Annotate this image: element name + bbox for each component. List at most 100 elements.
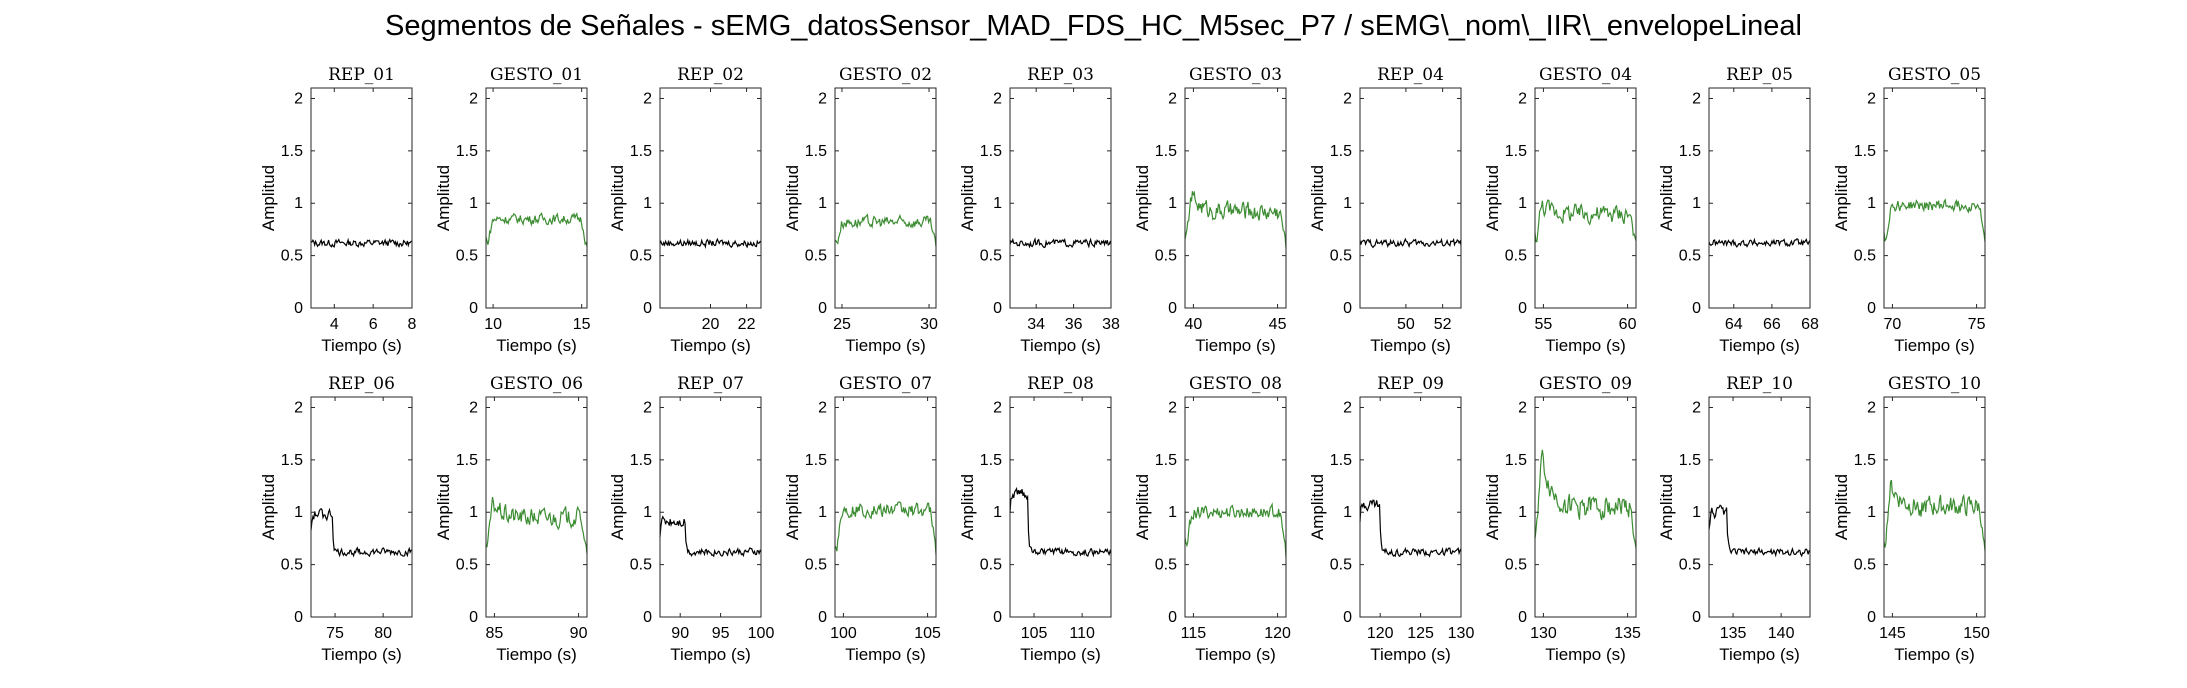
x-tick-label: 130	[1448, 625, 1475, 642]
x-tick-label: 115	[1181, 625, 1207, 642]
y-tick-label: 2	[1692, 90, 1701, 107]
y-tick-label: 0	[643, 300, 652, 317]
subplot-rep-07: REP_07 0 0.5 1 1.5 2 90 95 100 Tiempo (s) Amplitud	[608, 374, 774, 664]
subplot-title: REP_07	[677, 374, 744, 394]
y-tick-label: 1	[1692, 195, 1701, 212]
y-tick-label: 1.5	[980, 143, 1002, 160]
y-axis-label: Amplitud	[1832, 474, 1851, 540]
subplot-title: GESTO_04	[1539, 65, 1632, 85]
y-tick-label: 0.5	[281, 557, 303, 574]
y-tick-label: 1.5	[1155, 452, 1177, 469]
x-axis-label: Tiempo (s)	[1719, 645, 1800, 664]
y-tick-label: 1.5	[1330, 143, 1352, 160]
subplot-title: GESTO_07	[839, 374, 932, 394]
x-tick-label: 145	[1879, 625, 1906, 642]
y-tick-label: 1	[1343, 504, 1352, 521]
axes-box	[1009, 87, 1112, 309]
axes-box	[1184, 87, 1287, 309]
x-tick-label: 85	[486, 625, 504, 642]
y-tick-label: 0.5	[805, 248, 827, 265]
figure-title: Segmentos de Señales - sEMG_datosSensor_…	[385, 10, 1802, 42]
axes-box	[659, 396, 762, 618]
y-tick-label: 0.5	[1155, 248, 1177, 265]
y-tick-label: 0	[1692, 300, 1701, 317]
axes-box	[310, 87, 413, 309]
x-axis-label: Tiempo (s)	[1545, 336, 1626, 355]
y-tick-label: 2	[1343, 90, 1352, 107]
y-tick-label: 1	[1343, 195, 1352, 212]
y-tick-label: 0	[469, 609, 478, 626]
y-tick-label: 2	[294, 399, 303, 416]
y-tick-label: 1	[469, 195, 478, 212]
y-tick-label: 2	[643, 399, 652, 416]
y-axis-label: Amplitud	[434, 165, 453, 231]
axes-box	[1359, 87, 1462, 309]
axes-box	[1184, 396, 1287, 618]
subplot-rep-06: REP_06 0 0.5 1 1.5 2 75 80 Tiempo (s) Amplitud	[259, 374, 413, 664]
y-tick-label: 1	[1867, 195, 1876, 212]
x-tick-label: 34	[1027, 316, 1045, 333]
subplot-gesto-07: GESTO_07 0 0.5 1 1.5 2 100 105 Tiempo (s) Amplitu…	[783, 374, 941, 664]
y-axis-label: Amplitud	[1657, 474, 1676, 540]
x-axis-label: Tiempo (s)	[321, 336, 402, 355]
y-axis-label: Amplitud	[1657, 165, 1676, 231]
axes-box	[659, 87, 762, 309]
y-tick-label: 0	[1518, 609, 1527, 626]
axes-box	[1359, 396, 1462, 618]
y-tick-label: 1.5	[630, 452, 652, 469]
subplot-gesto-01: GESTO_01 0 0.5 1 1.5 2 10 15 Tiempo (s) Amplitud	[434, 65, 591, 355]
subplot-title: REP_05	[1726, 65, 1793, 85]
signal-line	[1883, 198, 1986, 243]
subplot-title: REP_06	[328, 374, 395, 394]
subplot-title: GESTO_10	[1888, 374, 1981, 394]
y-tick-label: 0.5	[1155, 557, 1177, 574]
x-tick-label: 20	[702, 316, 720, 333]
x-axis-label: Tiempo (s)	[1020, 645, 1101, 664]
subplot-gesto-03: GESTO_03 0 0.5 1 1.5 2 40 45 Tiempo (s) Amplitud	[1133, 65, 1287, 355]
axes-box	[1534, 396, 1637, 618]
x-tick-label: 105	[914, 625, 941, 642]
y-tick-label: 1.5	[1505, 452, 1527, 469]
y-tick-label: 1.5	[456, 143, 478, 160]
subplot-title: GESTO_03	[1189, 65, 1282, 85]
subplot-title: GESTO_01	[490, 65, 583, 85]
x-tick-label: 52	[1434, 316, 1452, 333]
x-axis-label: Tiempo (s)	[1545, 645, 1626, 664]
x-tick-label: 36	[1065, 316, 1083, 333]
y-tick-label: 2	[1692, 399, 1701, 416]
subplot-title: GESTO_06	[490, 374, 583, 394]
x-tick-label: 60	[1619, 316, 1637, 333]
y-tick-label: 2	[1518, 399, 1527, 416]
x-tick-label: 135	[1614, 625, 1641, 642]
x-axis-label: Tiempo (s)	[1719, 336, 1800, 355]
y-tick-label: 0.5	[1854, 248, 1876, 265]
y-axis-label: Amplitud	[958, 474, 977, 540]
y-tick-label: 1.5	[456, 452, 478, 469]
y-tick-label: 0	[818, 300, 827, 317]
y-tick-label: 2	[643, 90, 652, 107]
y-axis-label: Amplitud	[783, 165, 802, 231]
x-tick-label: 75	[1968, 316, 1986, 333]
x-tick-label: 15	[573, 316, 591, 333]
y-tick-label: 0.5	[1679, 248, 1701, 265]
axes-box	[485, 87, 588, 309]
subplot-title: GESTO_08	[1189, 374, 1282, 394]
y-axis-label: Amplitud	[1133, 474, 1152, 540]
y-tick-label: 1.5	[1505, 143, 1527, 160]
y-tick-label: 2	[1168, 90, 1177, 107]
y-axis-label: Amplitud	[1483, 165, 1502, 231]
y-axis-label: Amplitud	[608, 474, 627, 540]
subplot-gesto-02: GESTO_02 0 0.5 1 1.5 2 25 30 Tiempo (s) Amplitud	[783, 65, 938, 355]
subplot-title: REP_01	[328, 65, 395, 85]
x-tick-label: 50	[1397, 316, 1415, 333]
x-axis-label: Tiempo (s)	[1020, 336, 1101, 355]
x-axis-label: Tiempo (s)	[670, 645, 751, 664]
y-tick-label: 1	[1168, 195, 1177, 212]
x-tick-label: 100	[830, 625, 857, 642]
y-tick-label: 0.5	[1330, 557, 1352, 574]
y-axis-label: Amplitud	[259, 474, 278, 540]
y-tick-label: 0.5	[1854, 557, 1876, 574]
axes-box	[1534, 87, 1637, 309]
